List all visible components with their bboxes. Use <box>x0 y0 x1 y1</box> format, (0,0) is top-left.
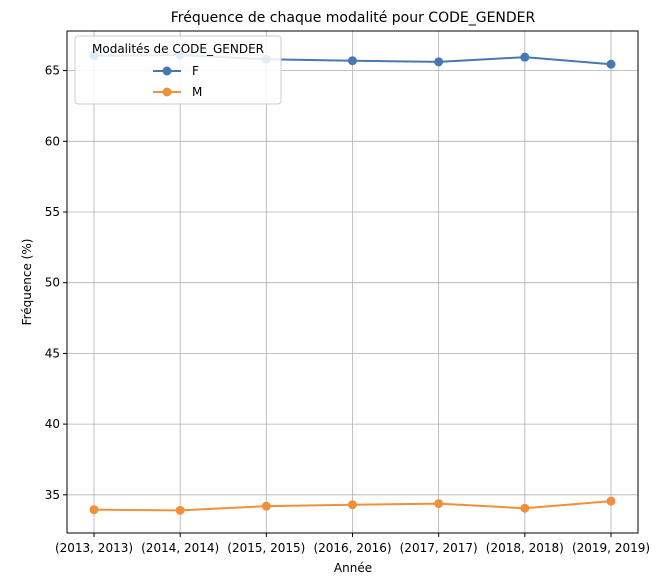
y-tick-label: 60 <box>45 134 60 148</box>
x-tick-label: (2015, 2015) <box>227 541 305 555</box>
y-tick-label: 55 <box>45 205 60 219</box>
y-tick-label: 35 <box>45 488 60 502</box>
x-axis-label: Année <box>334 561 372 575</box>
y-tick-label: 45 <box>45 346 60 360</box>
data-point-M <box>89 505 99 515</box>
data-point-F <box>348 56 357 66</box>
data-point-M <box>348 500 357 510</box>
x-axis: (2013, 2013) (2014, 2014) (2015, 2015) (201… <box>55 533 650 555</box>
data-point-M <box>434 499 444 509</box>
data-point-F <box>606 59 616 69</box>
x-tick-label: (2016, 2016) <box>313 541 391 555</box>
y-tick-label: 50 <box>45 276 60 290</box>
data-point-M <box>520 503 530 513</box>
y-axis-label: Fréquence (%) <box>20 239 34 326</box>
grid <box>67 31 638 533</box>
data-point-M <box>261 501 271 511</box>
chart-title: Fréquence de chaque modalité pour CODE_G… <box>171 10 536 26</box>
legend: Modalités de CODE_GENDER FM <box>74 35 282 105</box>
legend-label-F: F <box>192 64 199 78</box>
legend-title: Modalités de CODE_GENDER <box>92 42 264 56</box>
legend-label-M: M <box>192 85 202 99</box>
data-point-M <box>175 505 185 515</box>
y-tick-label: 65 <box>45 64 60 78</box>
legend-marker-F <box>162 66 172 76</box>
x-tick-label: (2014, 2014) <box>141 541 219 555</box>
x-tick-label: (2013, 2013) <box>55 541 133 555</box>
legend-marker-M <box>162 87 172 97</box>
y-axis: 35 40 45 50 55 60 65 <box>45 64 67 502</box>
y-tick-label: 40 <box>45 417 60 431</box>
data-point-M <box>606 496 616 506</box>
x-tick-label: (2019, 2019) <box>572 541 650 555</box>
data-point-F <box>434 57 444 67</box>
x-tick-label: (2017, 2017) <box>400 541 478 555</box>
data-point-F <box>520 52 530 62</box>
x-tick-label: (2018, 2018) <box>486 541 564 555</box>
